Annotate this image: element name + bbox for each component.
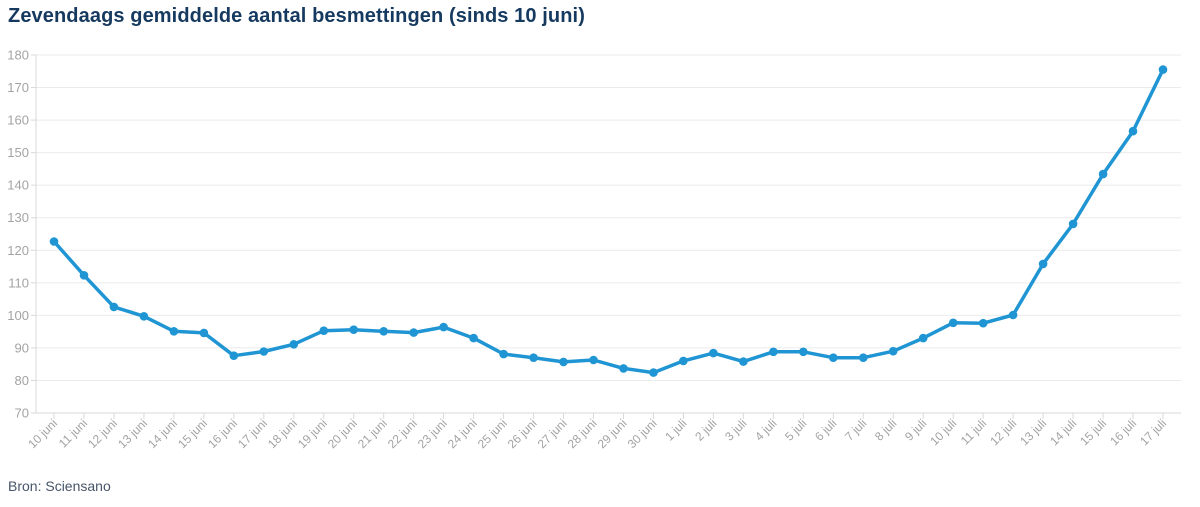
data-point[interactable]: [259, 347, 269, 356]
data-point[interactable]: [529, 353, 538, 363]
x-axis-label: 19 juni: [295, 416, 330, 451]
data-point[interactable]: [139, 312, 149, 321]
data-point[interactable]: [918, 333, 928, 343]
data-point[interactable]: [1008, 310, 1018, 320]
x-axis-label: 20 juni: [325, 416, 360, 451]
x-axis-label: 28 juni: [565, 416, 600, 451]
x-axis-label: 21 juni: [355, 416, 390, 451]
x-axis-label: 16 juli: [1107, 416, 1139, 448]
data-point[interactable]: [829, 353, 838, 363]
x-axis-label: 15 juni: [175, 416, 210, 451]
data-point[interactable]: [619, 364, 628, 373]
data-point[interactable]: [888, 346, 898, 356]
x-axis-label: 11 juni: [56, 416, 90, 450]
x-axis-label: 9 juli: [902, 416, 929, 443]
x-axis-label: 15 juli: [1077, 416, 1109, 448]
source-label: Bron: Sciensano: [8, 478, 111, 494]
x-axis-label: 1 juli: [662, 416, 689, 443]
y-axis-label: 100: [7, 308, 29, 323]
x-axis-label: 16 juni: [205, 416, 240, 451]
y-axis-label: 120: [7, 243, 29, 258]
data-point[interactable]: [199, 328, 209, 338]
x-axis-label: 18 juni: [265, 416, 300, 451]
x-axis-label: 14 juni: [145, 416, 180, 451]
data-point[interactable]: [1158, 65, 1168, 74]
x-axis-label: 10 juli: [927, 416, 959, 448]
y-axis-label: 140: [7, 178, 29, 193]
x-axis-label: 17 juni: [235, 416, 270, 451]
x-axis-label: 12 juni: [85, 416, 120, 451]
data-point[interactable]: [229, 351, 239, 361]
data-point[interactable]: [948, 318, 958, 328]
data-point[interactable]: [499, 349, 508, 359]
data-point[interactable]: [379, 327, 389, 336]
data-point[interactable]: [79, 271, 89, 280]
data-point[interactable]: [799, 347, 808, 357]
y-axis-label: 170: [7, 80, 29, 95]
data-point[interactable]: [109, 302, 119, 312]
x-axis-label: 6 juli: [812, 416, 839, 443]
data-point[interactable]: [349, 325, 359, 335]
x-axis-label: 12 juli: [987, 416, 1019, 448]
x-axis-label: 22 juni: [385, 416, 420, 451]
x-axis-label: 13 juni: [115, 416, 150, 451]
x-axis-label: 5 juli: [782, 416, 809, 443]
y-axis-label: 150: [7, 145, 29, 160]
y-axis-label: 180: [7, 48, 29, 63]
data-point[interactable]: [679, 356, 688, 366]
data-point[interactable]: [649, 368, 658, 377]
data-point[interactable]: [1038, 259, 1048, 269]
data-point[interactable]: [469, 333, 478, 343]
x-axis-label: 23 juni: [415, 416, 450, 451]
x-axis-label: 26 juni: [505, 416, 540, 451]
x-axis-label: 13 juli: [1017, 416, 1049, 448]
data-point[interactable]: [859, 353, 868, 363]
data-point[interactable]: [1068, 219, 1078, 229]
data-point[interactable]: [1098, 169, 1108, 179]
y-axis-label: 90: [15, 340, 29, 355]
data-point[interactable]: [709, 348, 718, 358]
x-axis-label: 14 juli: [1047, 416, 1079, 448]
page-title: Zevendaags gemiddelde aantal besmettinge…: [8, 5, 585, 27]
data-point[interactable]: [769, 347, 778, 357]
x-axis-label: 7 juli: [842, 416, 869, 443]
x-axis-label: 27 juni: [535, 416, 570, 451]
y-axis-label: 130: [7, 210, 29, 225]
data-point[interactable]: [439, 322, 448, 332]
series-line: [52, 67, 1165, 375]
x-axis-label: 11 juli: [958, 416, 989, 447]
x-axis-label: 10 juni: [25, 416, 60, 451]
data-point[interactable]: [289, 340, 299, 349]
data-point[interactable]: [319, 326, 329, 336]
x-axis-label: 17 juli: [1137, 416, 1169, 448]
y-axis-label: 160: [7, 113, 29, 128]
data-point[interactable]: [739, 357, 748, 366]
y-axis-label: 70: [15, 406, 29, 421]
data-point[interactable]: [559, 357, 568, 367]
x-axis-label: 8 juli: [872, 416, 899, 443]
x-axis-label: 24 juni: [445, 416, 480, 451]
x-axis-label: 30 juni: [625, 416, 660, 451]
data-point[interactable]: [1128, 126, 1138, 136]
data-point[interactable]: [589, 355, 598, 365]
data-point[interactable]: [169, 327, 179, 336]
y-axis-label: 80: [15, 373, 29, 388]
x-axis-label: 2 juli: [692, 416, 719, 443]
y-axis-label: 110: [8, 275, 29, 290]
x-axis-label: 3 juli: [722, 416, 749, 443]
x-axis-label: 29 juni: [595, 416, 630, 451]
data-point[interactable]: [978, 318, 988, 328]
x-axis-label: 4 juli: [752, 416, 779, 443]
data-point[interactable]: [409, 328, 419, 337]
x-axis-label: 25 juni: [475, 416, 510, 451]
data-point[interactable]: [49, 237, 59, 246]
